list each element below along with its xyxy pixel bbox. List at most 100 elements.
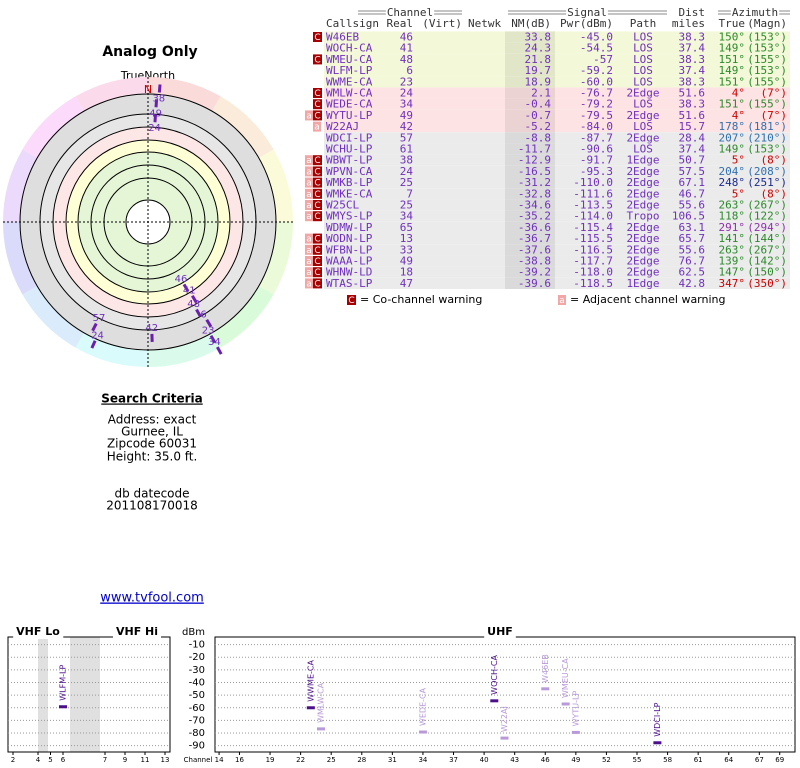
x-tick-label: 69: [775, 756, 784, 764]
warning-box: [313, 99, 322, 110]
warning-box: [305, 200, 313, 210]
warning-mark: a: [306, 279, 312, 289]
cell-pwr: -54.5: [580, 42, 613, 55]
cell-pwr: -118.5: [573, 277, 613, 290]
row-background: [324, 53, 790, 65]
band-gap: [38, 637, 48, 752]
cell-az-true: 151°: [719, 53, 746, 66]
cell-az-true: 207°: [719, 131, 746, 144]
warning-mark: a: [306, 268, 312, 278]
row-background: [324, 65, 790, 77]
panel-title: UHF: [487, 625, 513, 638]
x-tick-label: 14: [215, 756, 224, 764]
cell-path: LOS: [633, 120, 653, 133]
cell-real: 47: [400, 277, 413, 290]
cell-nm: 21.8: [525, 53, 552, 66]
cell-az-magn: (142°): [747, 255, 787, 268]
group-header: Signal: [567, 6, 607, 19]
cell-az-true: 4°: [732, 109, 745, 122]
cell-path: 2Edge: [626, 232, 659, 245]
panel-title: VHF Hi: [116, 625, 158, 638]
cell-dist: 38.3: [679, 53, 706, 66]
radar-channel: 6: [200, 310, 206, 321]
nm-shade: [505, 87, 555, 99]
radar-channel: 41: [183, 286, 196, 297]
spectrum-bar: [306, 706, 315, 710]
radar-signal: [195, 308, 202, 318]
warning-box: [305, 244, 313, 255]
radar-signal: [191, 294, 198, 304]
legend-co-text: = Co-channel warning: [360, 293, 482, 306]
cell-pwr: -110.0: [573, 176, 613, 189]
y-tick-label: -50: [189, 690, 205, 701]
cell-nm: 33.8: [525, 31, 552, 44]
spectrum-bar: [418, 730, 427, 734]
nm-shade: [505, 53, 555, 65]
nm-shade: [505, 255, 555, 267]
warning-box: [313, 88, 322, 98]
column-header: NM(dB): [511, 17, 551, 30]
warning-mark: C: [314, 257, 320, 267]
cell-az-true: 263°: [719, 243, 746, 256]
warning-mark: C: [314, 201, 320, 211]
cell-callsign: WDCI-LP: [326, 131, 373, 144]
cell-dist: 55.6: [679, 199, 706, 212]
cell-pwr: -91.7: [580, 154, 613, 167]
warning-mark: a: [306, 201, 312, 211]
group-header: Dist: [679, 6, 706, 19]
cell-dist: 28.4: [679, 131, 706, 144]
nm-shade: [505, 143, 555, 155]
cell-dist: 37.4: [679, 64, 706, 77]
warning-box: [313, 200, 322, 210]
radar-channel: 42: [145, 323, 158, 334]
x-tick-label: 37: [449, 756, 458, 764]
cell-pwr: -87.7: [580, 131, 613, 144]
spectrum-callsign: WDCI-LP: [653, 702, 662, 736]
nm-shade: [505, 165, 555, 177]
warning-mark: C: [314, 279, 320, 289]
cell-path: 2Edge: [626, 266, 659, 279]
warning-box: [313, 233, 322, 244]
warning-mark: C: [314, 212, 320, 222]
x-tick-label: 28: [357, 756, 366, 764]
radar-signal: [182, 283, 190, 293]
radar-signal: [209, 334, 217, 344]
cell-dist: 67.1: [679, 176, 706, 189]
panel-title-gap: [484, 635, 516, 639]
nm-shade: [505, 109, 555, 121]
nm-shade: [505, 65, 555, 77]
warning-mark: a: [306, 212, 312, 222]
x-tick-label: 31: [388, 756, 397, 764]
x-tick-label: 43: [510, 756, 519, 764]
cell-callsign: WYTU-LP: [326, 109, 373, 122]
cell-dist: 55.6: [679, 243, 706, 256]
cell-nm: -38.8: [518, 255, 551, 268]
warning-box: [313, 54, 322, 65]
radar-channel: 23: [202, 325, 215, 336]
cell-nm: 19.7: [525, 64, 552, 77]
cell-real: 49: [400, 109, 413, 122]
cell-nm: -32.8: [518, 187, 551, 200]
cell-az-true: 5°: [732, 154, 745, 167]
warning-mark: C: [314, 246, 320, 256]
warning-box: [313, 267, 322, 278]
cell-az-true: 151°: [719, 98, 746, 111]
north-n: N: [144, 83, 152, 96]
cell-callsign: WOCH-CA: [326, 42, 373, 55]
cell-path: LOS: [633, 75, 653, 88]
cell-real: 33: [400, 243, 413, 256]
radar-signal: [91, 322, 98, 332]
cell-callsign: W46EB: [326, 31, 359, 44]
radar-channel: 24: [91, 330, 104, 341]
cell-real: 25: [400, 176, 413, 189]
radar-channel: 49: [149, 108, 162, 119]
spectrum-bar: [561, 702, 570, 706]
cell-real: 34: [400, 98, 414, 111]
x-tick-label: 49: [571, 756, 580, 764]
cell-az-magn: (122°): [747, 210, 787, 223]
site-link[interactable]: www.tvfool.com: [100, 591, 204, 606]
warning-mark: C: [314, 111, 320, 121]
cell-real: 65: [400, 221, 413, 234]
row-background: [324, 143, 790, 155]
search-heading: Search Criteria: [101, 392, 202, 406]
